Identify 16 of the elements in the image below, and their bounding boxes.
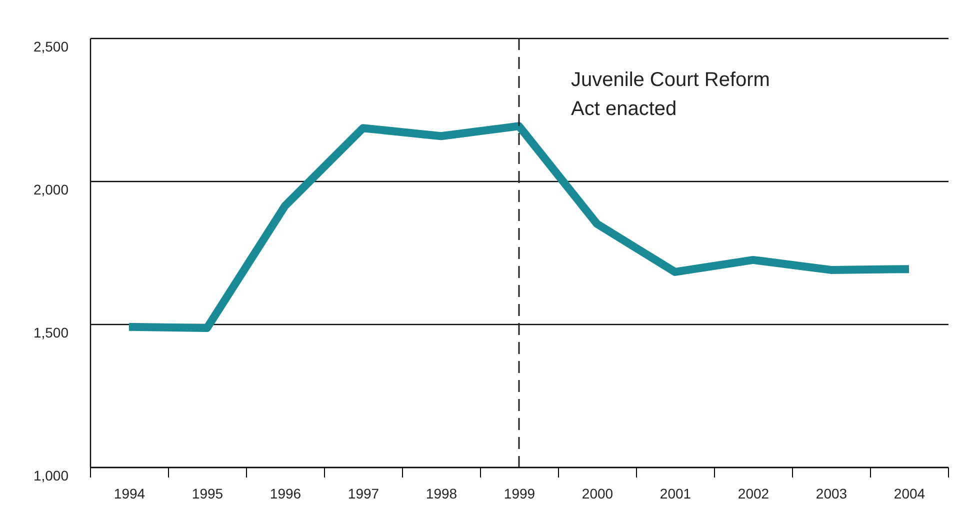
x-tick-label: 2003 xyxy=(816,486,848,502)
x-tick-label: 2002 xyxy=(738,486,770,502)
x-tick-label: 2001 xyxy=(660,486,692,502)
y-tick-label: 2,500 xyxy=(33,38,69,54)
x-tick-label: 1994 xyxy=(114,486,146,502)
y-tick-label: 2,000 xyxy=(33,182,69,198)
x-tick-label: 2000 xyxy=(582,486,614,502)
x-tick-label: 1999 xyxy=(504,486,536,502)
x-tick-label: 1996 xyxy=(270,486,302,502)
y-tick-label: 1,500 xyxy=(33,324,69,340)
x-tick-label: 2004 xyxy=(894,486,926,502)
x-tick-label: 1995 xyxy=(192,486,224,502)
y-tick-label: 1,000 xyxy=(33,468,69,484)
x-tick-label: 1998 xyxy=(426,486,458,502)
ref-line-label: Juvenile Court Reform Act enacted xyxy=(571,69,770,120)
x-tick-label: 1997 xyxy=(348,486,380,502)
